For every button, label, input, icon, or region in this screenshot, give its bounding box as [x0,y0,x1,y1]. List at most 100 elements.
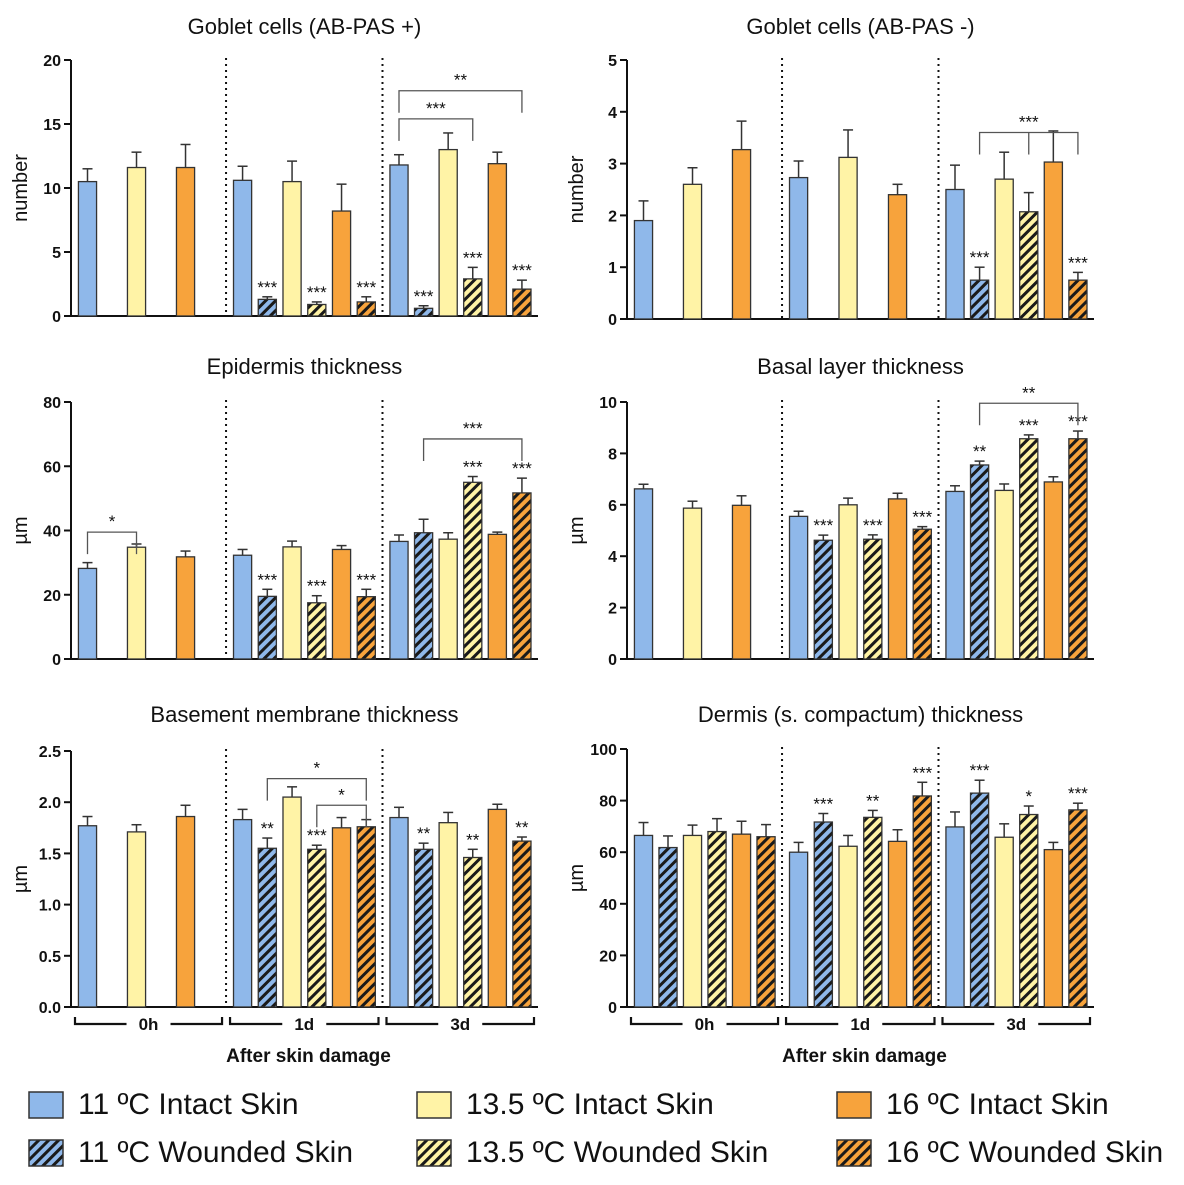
significance-label: *** [970,248,990,267]
bar [838,845,858,1008]
y-tick-label: 5 [52,245,61,262]
bar [1019,211,1039,320]
y-tick-label: 10 [43,181,61,198]
bar [838,504,858,660]
bar [994,836,1014,1008]
bar [838,156,858,320]
bar [756,836,776,1008]
y-tick-label: 8 [608,446,617,463]
comparison-label: *** [1019,113,1039,132]
significance-label: *** [307,577,327,596]
bar [487,163,508,317]
legend-label: 11 ºC Wounded Skin [78,1136,354,1169]
legend-item: 11 ºC Wounded Skin [28,1133,353,1173]
comparison-label: *** [426,99,446,118]
group-label: 1d [294,1015,314,1034]
y-tick-label: 20 [599,948,617,965]
bar [633,488,654,660]
significance-label: *** [463,458,483,477]
chart-title: Basement membrane thickness [150,702,458,727]
comparison-bracket [978,402,1079,426]
legend-label: 11 ºC Intact Skin [78,1088,299,1121]
group-label-bg [126,1013,171,1035]
bar [438,538,458,660]
bar [1068,438,1088,660]
y-tick-label: 80 [599,794,617,811]
bar [413,848,434,1008]
bar [863,538,883,660]
bar [487,533,508,660]
bar [356,301,376,317]
group-label-bg [682,1013,727,1035]
bar [463,481,483,660]
legend-label: 13.5 ºC Intact Skin [466,1088,714,1121]
y-tick-label: 40 [599,897,617,914]
y-tick-label: 15 [43,117,61,134]
chart-panel: Goblet cells (AB-PAS -) number 0 1 2 3 4 5 *** **… [566,14,1094,329]
significance-label: *** [414,287,434,306]
group-label-bg [838,1013,883,1035]
bar [413,307,434,317]
bar [994,178,1014,320]
y-tick-label: 2 [608,601,617,618]
y-tick-label: 0.0 [39,1000,61,1017]
group-label: 0h [139,1015,159,1034]
bar [887,194,908,320]
bar [945,490,965,660]
legend-item: 13.5 ºC Wounded Skin [416,1133,768,1173]
bar [813,821,834,1008]
y-axis-label: number [10,154,32,222]
chart-title: Goblet cells (AB-PAS +) [188,14,422,39]
y-axis-label: µm [566,864,588,892]
bar [389,816,409,1008]
y-tick-label: 1 [608,260,617,277]
significance-label: *** [912,763,932,782]
bar [969,279,990,320]
chart-title: Dermis (s. compactum) thickness [698,702,1023,727]
bar [945,826,965,1008]
significance-label: *** [813,516,833,535]
bar [307,848,327,1008]
y-tick-label: 1.5 [39,846,61,863]
significance-label: ** [261,819,275,838]
bar [331,548,352,660]
significance-label: *** [970,761,990,780]
significance-label: ** [417,824,431,843]
legend-swatch-11c-intact [28,1091,64,1119]
bar [945,188,965,320]
significance-label: ** [515,818,529,837]
comparison-label: ** [454,71,468,90]
bar [813,539,834,660]
y-tick-label: 20 [43,53,61,70]
y-tick-label: 80 [43,395,61,412]
comparison-label: *** [463,419,483,438]
y-tick-label: 2 [608,208,617,225]
bar [682,507,703,660]
y-tick-label: 60 [43,459,61,476]
significance-label: *** [512,459,532,478]
y-tick-label: 0 [52,309,61,326]
comparison-bracket [398,90,523,113]
group-label-bg [438,1013,483,1035]
legend-label: 13.5 ºC Wounded Skin [466,1136,769,1169]
bar [356,826,376,1008]
significance-label: ** [973,442,987,461]
chart-panel: Goblet cells (AB-PAS +)number05101520***… [10,14,538,326]
bar [1043,481,1064,660]
bar [126,831,147,1008]
bar [175,556,196,660]
comparison-label: * [338,785,345,804]
group-label: 3d [450,1015,470,1034]
y-tick-label: 10 [599,395,617,412]
significance-label: *** [307,826,327,845]
y-tick-label: 1.0 [39,898,61,915]
bar [788,176,809,320]
legend-swatch-11c-wounded [28,1139,64,1167]
bar [512,840,532,1008]
bar [512,288,532,317]
significance-label: * [1025,787,1032,806]
legend-swatch-13-5c-intact [416,1091,452,1119]
y-tick-label: 0 [52,652,61,669]
